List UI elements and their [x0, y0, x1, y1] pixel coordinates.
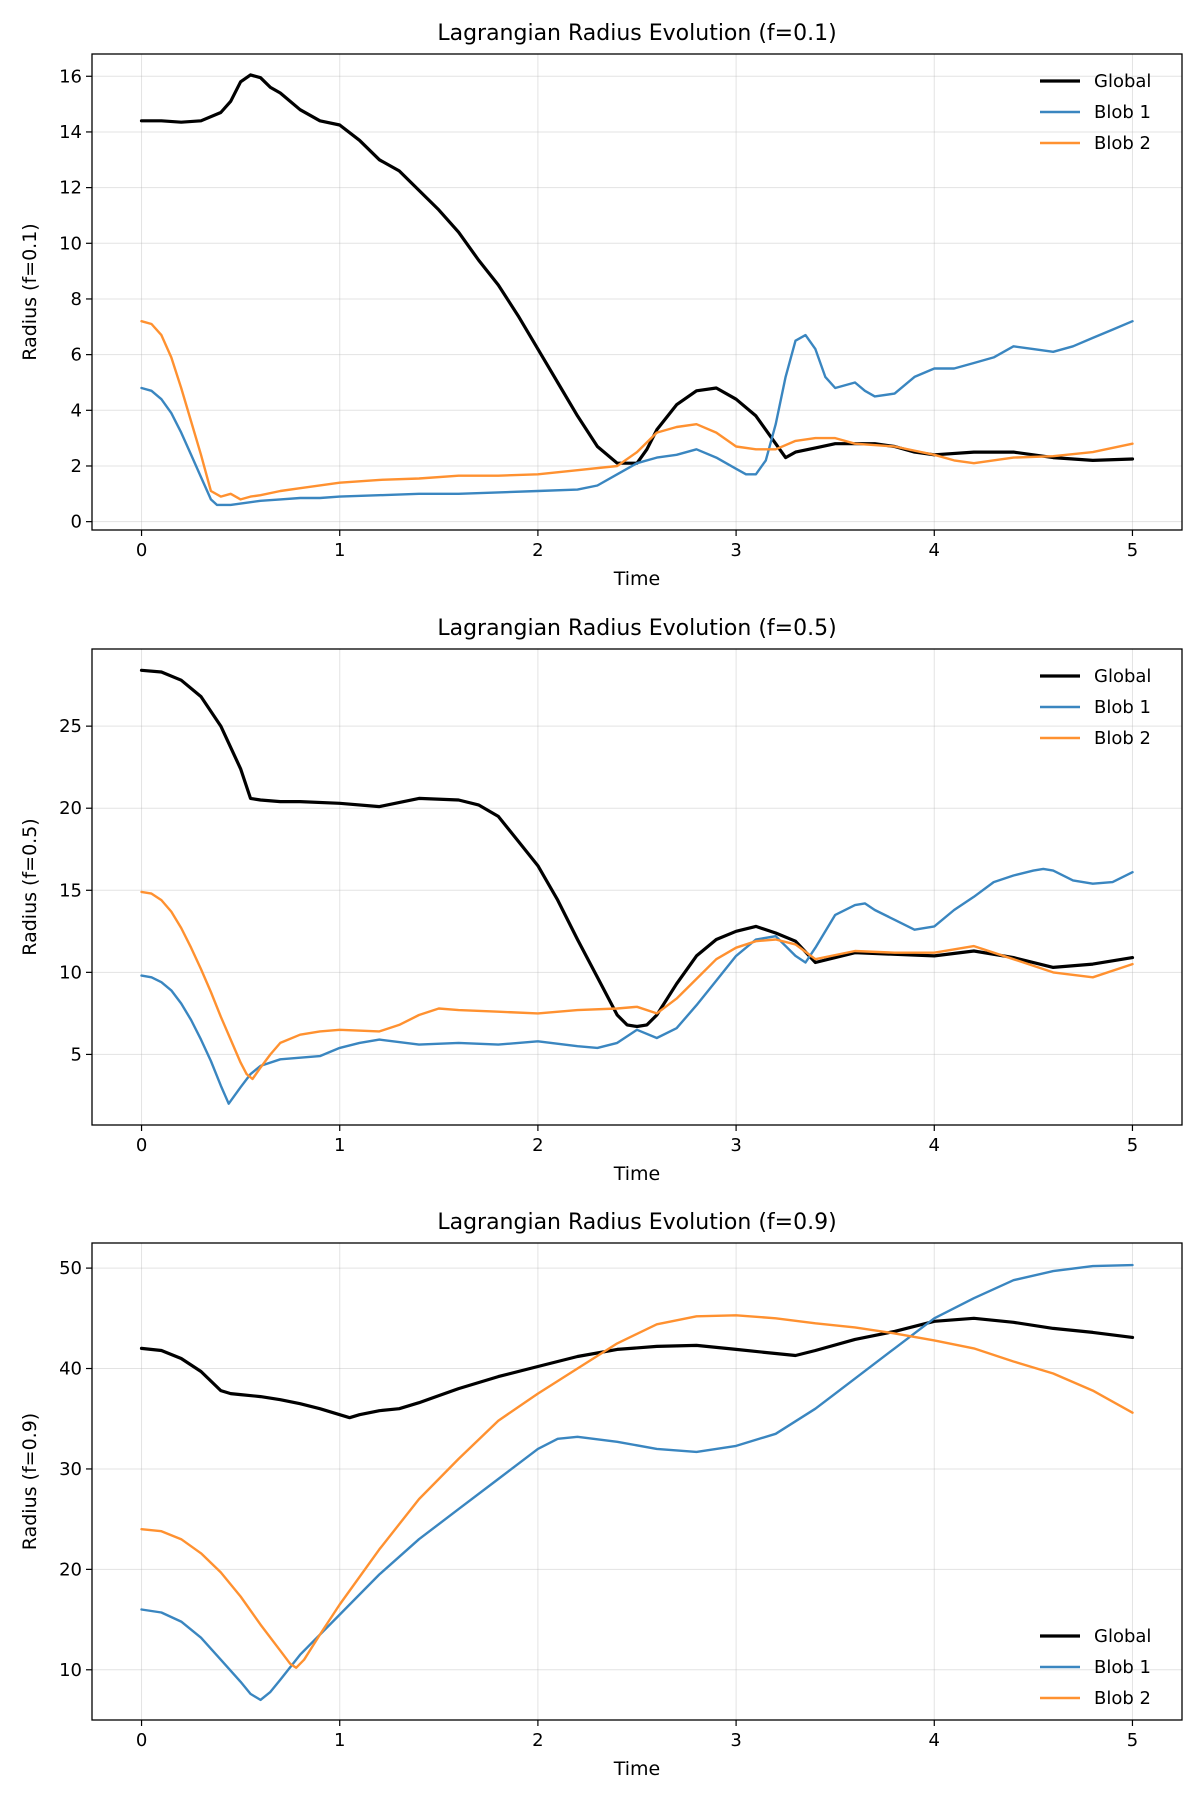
y-tick-label: 25: [59, 716, 82, 737]
y-axis-label: Radius (f=0.1): [19, 223, 41, 360]
x-tick-label: 0: [136, 1135, 147, 1156]
x-tick-label: 4: [929, 540, 940, 561]
x-axis-label: Time: [613, 1758, 661, 1780]
series-line-blob-1: [140, 867, 1134, 1105]
legend-label: Global: [1094, 666, 1151, 687]
y-tick-label: 0: [71, 512, 82, 533]
y-tick-label: 20: [59, 1559, 82, 1580]
y-tick-label: 6: [71, 345, 82, 366]
y-tick-label: 10: [59, 962, 82, 983]
x-tick-label: 2: [532, 1135, 543, 1156]
plot-frame: [91, 53, 1183, 531]
x-tick-label: 1: [334, 540, 345, 561]
y-tick-label: 10: [59, 233, 82, 254]
y-tick-label: 50: [59, 1258, 82, 1279]
series-line-global: [139, 1316, 1135, 1420]
x-tick-label: 5: [1127, 1135, 1138, 1156]
legend-label: Blob 1: [1094, 697, 1151, 718]
y-tick-label: 40: [59, 1359, 82, 1380]
legend-label: Blob 2: [1094, 728, 1151, 749]
series-group: [139, 73, 1135, 507]
x-tick-label: 4: [929, 1135, 940, 1156]
x-tick-label: 4: [929, 1730, 940, 1751]
y-tick-label: 12: [59, 178, 82, 199]
x-tick-label: 2: [532, 540, 543, 561]
y-axis-label: Radius (f=0.5): [19, 818, 41, 955]
chart-title: Lagrangian Radius Evolution (f=0.5): [437, 616, 836, 641]
x-tick-label: 0: [136, 1730, 147, 1751]
y-tick-label: 16: [59, 66, 82, 87]
legend-label: Global: [1094, 1626, 1151, 1647]
legend: Global Blob 1 Blob 2: [1040, 71, 1151, 154]
x-tick-label: 5: [1127, 540, 1138, 561]
chart-2: 0 1 2 3 4 5 5 10 15 20 25 Lagrangian Radius Evoluti…: [19, 616, 1183, 1185]
x-tick-label: 2: [532, 1730, 543, 1751]
series-line-global: [139, 668, 1135, 1029]
plot-frame: [91, 1242, 1183, 1721]
legend-label: Blob 2: [1094, 133, 1151, 154]
legend-label: Blob 1: [1094, 102, 1151, 123]
legend: Global Blob 1 Blob 2: [1040, 666, 1151, 749]
x-axis-label: Time: [613, 1163, 661, 1185]
chart-3: 0 1 2 3 4 5 10 20 30 40 50 Lagrangian Radius Evolut…: [19, 1210, 1183, 1780]
x-axis-label: Time: [613, 568, 661, 590]
legend-label: Global: [1094, 71, 1151, 92]
series-line-blob-1: [140, 320, 1134, 507]
series-line-blob-2: [140, 890, 1134, 1081]
y-tick-label: 15: [59, 880, 82, 901]
chart-title: Lagrangian Radius Evolution (f=0.9): [437, 1210, 836, 1235]
x-tick-label: 3: [730, 1730, 741, 1751]
x-tick-label: 1: [334, 1135, 345, 1156]
y-tick-label: 4: [71, 400, 82, 421]
legend: Global Blob 1 Blob 2: [1040, 1626, 1151, 1709]
series-group: [139, 668, 1135, 1105]
y-tick-label: 14: [59, 122, 82, 143]
y-tick-label: 10: [59, 1660, 82, 1681]
series-line-blob-2: [140, 320, 1134, 501]
series-group: [139, 1263, 1135, 1702]
y-tick-label: 2: [71, 456, 82, 477]
plot-frame: [91, 648, 1183, 1126]
y-tick-label: 20: [59, 798, 82, 819]
chart-title: Lagrangian Radius Evolution (f=0.1): [437, 21, 836, 46]
x-tick-label: 0: [136, 540, 147, 561]
legend-label: Blob 2: [1094, 1688, 1151, 1709]
legend-label: Blob 1: [1094, 1657, 1151, 1678]
y-tick-label: 8: [71, 289, 82, 310]
y-axis-label: Radius (f=0.9): [19, 1413, 41, 1550]
x-tick-label: 3: [730, 1135, 741, 1156]
x-tick-label: 1: [334, 1730, 345, 1751]
series-line-blob-2: [140, 1314, 1134, 1670]
y-tick-label: 5: [71, 1044, 82, 1065]
series-line-global: [139, 73, 1135, 465]
x-tick-label: 5: [1127, 1730, 1138, 1751]
series-line-blob-1: [140, 1263, 1134, 1702]
y-tick-label: 30: [59, 1459, 82, 1480]
x-tick-label: 3: [730, 540, 741, 561]
